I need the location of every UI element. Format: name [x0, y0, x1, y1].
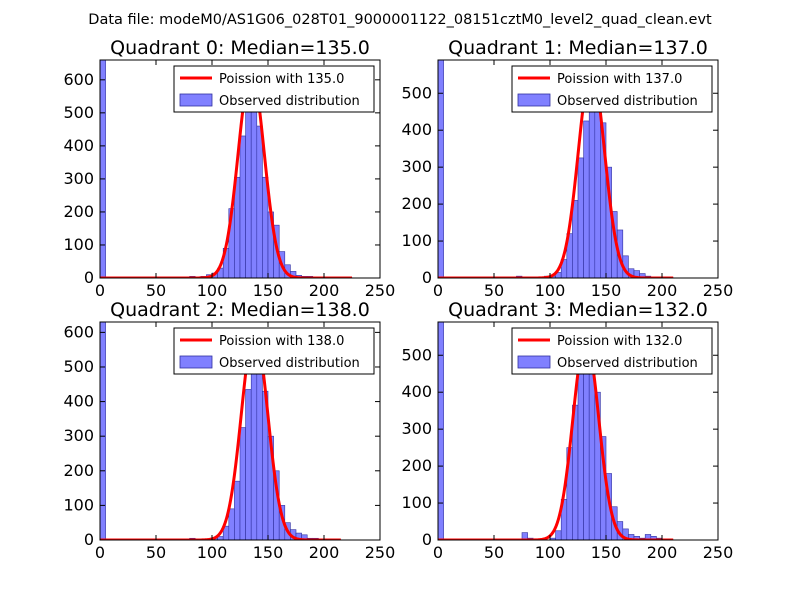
- y-tick-label: 200: [401, 456, 432, 475]
- y-tick-label: 500: [401, 345, 432, 364]
- x-tick-label: 100: [535, 543, 566, 562]
- x-tick-label: 250: [365, 543, 396, 562]
- histogram-bar: [572, 200, 578, 278]
- histogram-bar: [578, 366, 584, 540]
- histogram-bar: [251, 98, 257, 278]
- histogram-bar: [246, 389, 252, 540]
- x-tick-label: 200: [647, 543, 678, 562]
- y-tick-label: 500: [401, 83, 432, 102]
- x-tick-label: 0: [95, 281, 105, 300]
- x-tick-label: 50: [146, 281, 166, 300]
- y-tick-label: 200: [401, 194, 432, 213]
- y-tick-label: 0: [84, 530, 94, 549]
- subplot-title: Quadrant 0: Median=135.0: [110, 37, 370, 59]
- y-tick-label: 500: [63, 357, 94, 376]
- legend: Poission with 135.0 Observed distribution: [174, 66, 374, 112]
- subplot-title: Quadrant 3: Median=132.0: [448, 299, 708, 321]
- x-tick-label: 150: [591, 543, 622, 562]
- x-tick-label: 0: [433, 543, 443, 562]
- x-tick-label: 250: [703, 543, 734, 562]
- histogram-bar: [240, 136, 246, 278]
- y-tick-label: 400: [401, 382, 432, 401]
- legend: Poission with 132.0 Observed distribution: [512, 328, 712, 374]
- histogram-bar: [438, 322, 444, 540]
- legend-poisson-label: Poission with 132.0: [557, 334, 682, 349]
- y-tick-label: 100: [401, 493, 432, 512]
- x-tick-label: 100: [535, 281, 566, 300]
- legend-observed-label: Observed distribution: [557, 94, 698, 109]
- x-tick-label: 250: [365, 281, 396, 300]
- x-tick-label: 200: [309, 281, 340, 300]
- x-tick-label: 200: [647, 281, 678, 300]
- y-tick-label: 400: [63, 136, 94, 155]
- y-tick-label: 600: [63, 322, 94, 341]
- x-tick-label: 50: [146, 543, 166, 562]
- x-tick-label: 150: [253, 281, 284, 300]
- subplot-title: Quadrant 2: Median=138.0: [110, 299, 370, 321]
- legend-poisson-label: Poission with 137.0: [557, 72, 682, 87]
- histogram-bar: [100, 322, 106, 540]
- histogram-bar: [589, 101, 595, 278]
- x-tick-label: 0: [433, 281, 443, 300]
- y-tick-label: 600: [63, 70, 94, 89]
- y-tick-label: 0: [84, 268, 94, 287]
- x-tick-label: 150: [253, 543, 284, 562]
- legend-observed-label: Observed distribution: [219, 356, 360, 371]
- legend: Poission with 138.0 Observed distribution: [174, 328, 374, 374]
- histogram-bar: [595, 104, 601, 278]
- figure-suptitle: Data file: modeM0/AS1G06_028T01_90000011…: [88, 12, 712, 28]
- y-tick-label: 100: [63, 235, 94, 254]
- x-tick-label: 150: [591, 281, 622, 300]
- histogram-bar: [584, 121, 590, 278]
- subplot-quadrant-2: 0 50 100 150 200 250 0 100 200 300 400 500 600 Quadra…: [63, 299, 395, 562]
- histogram-bar: [251, 348, 257, 540]
- y-tick-label: 0: [422, 268, 432, 287]
- legend-bar-swatch: [518, 94, 550, 106]
- subplot-quadrant-3: 0 50 100 150 200 250 0 100 200 300 400 500 Quadrant …: [401, 299, 733, 562]
- legend-observed-label: Observed distribution: [557, 356, 698, 371]
- legend-poisson-label: Poission with 138.0: [219, 334, 344, 349]
- x-tick-label: 100: [197, 281, 228, 300]
- x-tick-label: 50: [484, 543, 504, 562]
- legend-bar-swatch: [180, 356, 212, 368]
- y-tick-label: 0: [422, 530, 432, 549]
- y-tick-label: 400: [401, 120, 432, 139]
- histogram-bar: [229, 509, 235, 540]
- subplot-title: Quadrant 1: Median=137.0: [448, 37, 708, 59]
- y-tick-label: 100: [63, 495, 94, 514]
- histogram-bar: [578, 158, 584, 278]
- legend: Poission with 137.0 Observed distribution: [512, 66, 712, 112]
- y-tick-label: 100: [401, 231, 432, 250]
- histogram-bar: [246, 105, 252, 278]
- legend-poisson-label: Poission with 135.0: [219, 72, 344, 87]
- y-tick-label: 300: [63, 426, 94, 445]
- y-tick-label: 400: [63, 392, 94, 411]
- x-tick-label: 0: [95, 543, 105, 562]
- x-tick-label: 200: [309, 543, 340, 562]
- legend-bar-swatch: [518, 356, 550, 368]
- histogram-bar: [257, 357, 263, 540]
- y-tick-label: 300: [401, 157, 432, 176]
- x-tick-label: 50: [484, 281, 504, 300]
- histogram-bar: [556, 531, 562, 540]
- y-tick-label: 200: [63, 202, 94, 221]
- y-tick-label: 500: [63, 103, 94, 122]
- y-tick-label: 300: [401, 419, 432, 438]
- x-tick-label: 100: [197, 543, 228, 562]
- histogram-bar: [257, 126, 263, 278]
- legend-bar-swatch: [180, 94, 212, 106]
- histogram-bar: [438, 60, 444, 278]
- y-tick-label: 200: [63, 461, 94, 480]
- y-tick-label: 300: [63, 169, 94, 188]
- subplot-quadrant-1: 0 50 100 150 200 250 0 100 200 300 400 500 Quadrant …: [401, 37, 733, 300]
- histogram-bar: [240, 428, 246, 540]
- histogram-bar: [234, 481, 240, 540]
- subplot-quadrant-0: 0 50 100 150 200 250 0 100 200 300 400 500 600 Quadra…: [63, 37, 395, 300]
- legend-observed-label: Observed distribution: [219, 94, 360, 109]
- x-tick-label: 250: [703, 281, 734, 300]
